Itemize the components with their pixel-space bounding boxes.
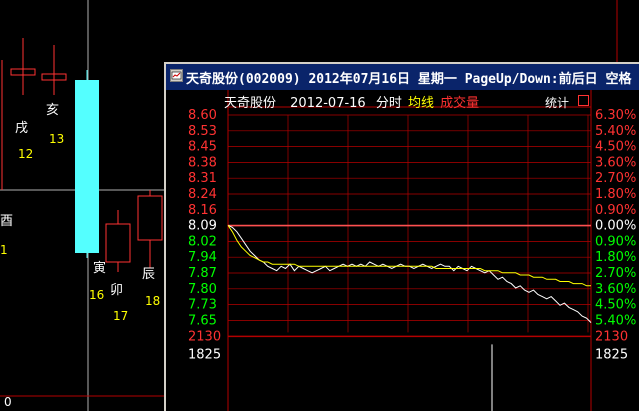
candle-body [41,73,67,81]
price-tick: 8.24 [188,187,217,202]
candle-day: 13 [49,132,64,146]
candle-day: 1 [0,243,8,257]
candle-body [137,195,163,241]
candle-glyph: 亥 [46,103,59,118]
candle-glyph: 寅 [93,260,106,276]
window-app-icon [170,69,183,82]
intraday-popup-window[interactable]: 天奇股份(002009) 2012年07月16日 星期一 PageUp/Down… [164,62,639,411]
percent-tick: 1.80% [595,187,636,202]
average-line [227,225,591,287]
kline-labels: 酉 1 戌 12 亥 13 寅 16 卯 17 辰 18 [0,103,160,323]
percent-tick: 5.40% [595,313,636,328]
intraday-chart-area: 8.608.538.458.388.318.248.168.098.027.94… [188,90,636,411]
percent-tick: 1.80% [595,250,636,265]
percent-tick: 0.90% [595,203,636,218]
chart-mode: 分时 [375,96,402,111]
price-tick: 7.73 [188,298,217,313]
candle-day: 17 [113,309,128,323]
candle-glyph: 酉 [0,214,13,229]
price-tick: 8.53 [188,124,217,139]
candle-glyph: 卯 [110,283,123,298]
candle-body [75,80,99,253]
price-tick: 8.38 [188,155,217,170]
candle-day: 12 [18,147,33,161]
avg-line-label: 均线 [408,96,435,111]
percent-tick: 3.60% [595,282,636,297]
price-tick: 8.45 [188,140,217,155]
price-axis: 8.608.538.458.388.318.248.168.098.027.94… [188,108,217,328]
volume-tick: 1825 [595,347,628,362]
popup-titlebar[interactable]: 天奇股份(002009) 2012年07月16日 星期一 PageUp/Down… [166,64,639,90]
percent-axis: 6.30%5.40%4.50%3.60%2.70%1.80%0.90%0.00%… [595,108,636,328]
chart-date: 2012-07-16 [290,96,366,111]
price-tick: 7.80 [188,282,217,297]
kline-candles [1,38,163,272]
candle-glyph: 戌 [15,121,28,136]
price-tick: 8.31 [188,171,217,186]
stock-name: 天奇股份 [224,96,277,111]
price-line [227,224,592,323]
intraday-grid [227,90,592,411]
percent-tick: 4.50% [595,140,636,155]
candle-day: 16 [89,288,104,302]
percent-tick: 2.70% [595,266,636,281]
percent-tick: 2.70% [595,171,636,186]
price-tick: 7.87 [188,266,217,281]
percent-tick: 6.30% [595,108,636,123]
volume-label: 成交量 [440,96,480,111]
stats-checkbox[interactable] [578,95,589,106]
volume-area: 2130 1825 2130 1825 [188,329,628,411]
candle-glyph: 辰 [142,267,155,282]
percent-tick: 3.60% [595,155,636,170]
candle-day: 18 [145,294,160,308]
price-tick: 8.16 [188,203,217,218]
price-tick: 7.65 [188,313,217,328]
volume-tick: 2130 [595,329,628,344]
bottom-left-text: 0 [4,395,12,409]
candle-body [10,68,36,76]
popup-title: 天奇股份(002009) 2012年07月16日 星期一 PageUp/Down… [186,72,632,87]
price-tick: 8.60 [188,108,217,123]
volume-tick: 2130 [188,329,221,344]
percent-tick: 0.90% [595,234,636,249]
percent-tick: 4.50% [595,298,636,313]
price-tick: 8.09 [188,219,217,234]
price-tick: 8.02 [188,234,217,249]
volume-tick: 1825 [188,347,221,362]
price-tick: 7.94 [188,250,217,265]
percent-tick: 0.00% [595,219,636,234]
percent-tick: 5.40% [595,124,636,139]
chart-header: 天奇股份 2012-07-16 分时 均线 成交量 [224,92,479,111]
stats-label[interactable]: 统计 [545,96,570,110]
candle-body [105,223,131,263]
